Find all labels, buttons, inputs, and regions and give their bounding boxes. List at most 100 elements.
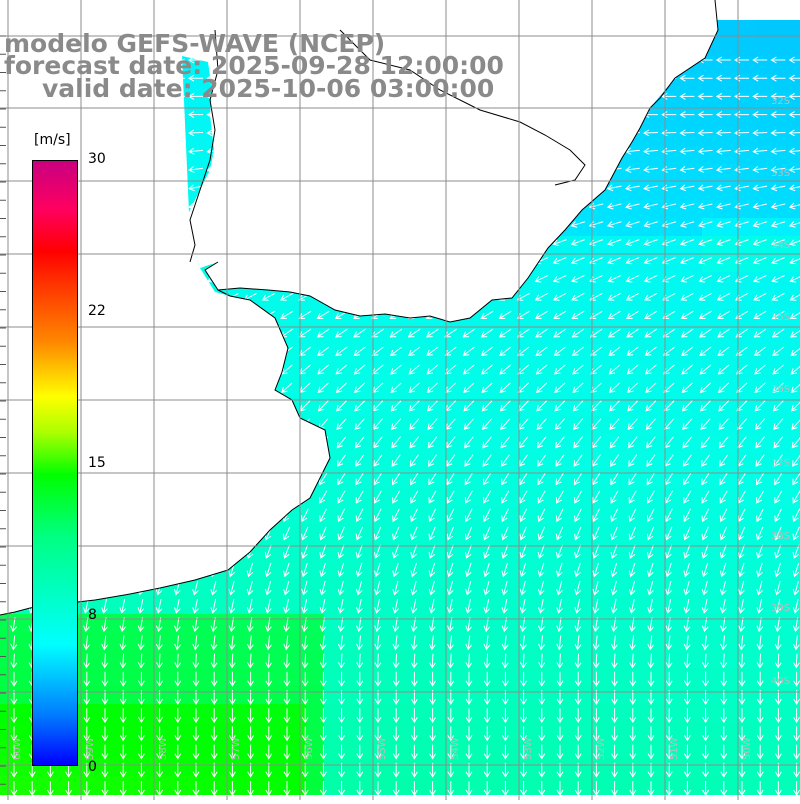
- wind-speed-cell: [180, 740, 199, 759]
- wind-speed-cell: [486, 560, 505, 579]
- wind-arrow: [338, 708, 346, 724]
- wind-speed-cell: [162, 722, 181, 741]
- wind-arrow: [188, 129, 204, 137]
- wind-speed-cell: [720, 398, 739, 417]
- wind-arrow: [752, 111, 768, 119]
- wind-arrow: [608, 364, 621, 375]
- wind-speed-cell: [360, 506, 379, 525]
- wind-arrow: [609, 436, 620, 449]
- wind-speed-cell: [432, 686, 451, 705]
- wind-speed-cell: [342, 542, 361, 561]
- wind-arrow: [592, 726, 600, 742]
- wind-speed-cell: [162, 650, 181, 669]
- wind-arrow: [192, 708, 200, 724]
- wind-arrow: [716, 274, 731, 283]
- wind-speed-cell: [756, 74, 775, 93]
- wind-speed-cell: [720, 38, 739, 57]
- wind-speed-cell: [450, 614, 469, 633]
- wind-speed-cell: [756, 56, 775, 75]
- colorbar-tick-label: 15: [88, 455, 106, 471]
- wind-arrow: [645, 382, 657, 394]
- wind-arrow: [483, 726, 491, 742]
- wind-arrow: [699, 364, 712, 375]
- wind-speed-cell: [306, 344, 325, 363]
- wind-arrow: [738, 744, 746, 760]
- wind-arrow: [789, 294, 800, 301]
- wind-arrow: [752, 239, 767, 246]
- wind-speed-cell: [468, 506, 487, 525]
- wind-arrow: [720, 744, 728, 760]
- wind-speed-cell: [702, 182, 721, 201]
- wind-speed-cell: [468, 470, 487, 489]
- wind-arrow: [265, 617, 272, 633]
- land-mask: [0, 0, 718, 615]
- wind-arrow: [517, 382, 530, 394]
- wind-speed-cell: [792, 20, 800, 39]
- latitude-label: 35S: [771, 312, 791, 323]
- valid-date: valid date: 2025-10-06 03:00:00: [42, 74, 495, 103]
- longitude-label: 54W: [450, 737, 461, 760]
- wind-arrow: [697, 74, 713, 82]
- wind-arrow: [427, 454, 438, 467]
- wind-arrow: [137, 726, 145, 742]
- wind-arrow: [500, 454, 510, 467]
- wind-speed-cell: [558, 776, 577, 795]
- wind-speed-cell: [90, 740, 109, 759]
- wind-speed-cell: [756, 272, 775, 291]
- wind-arrow: [355, 526, 364, 541]
- wind-speed-cell: [540, 614, 559, 633]
- wind-arrow: [392, 671, 400, 687]
- wind-arrow: [738, 599, 745, 614]
- wind-speed-cell: [612, 272, 631, 291]
- wind-arrow: [756, 526, 764, 541]
- wind-speed-cell: [378, 326, 397, 345]
- wind-speed-cell: [414, 758, 433, 777]
- wind-arrow: [679, 147, 695, 155]
- wind-speed-cell: [612, 236, 631, 255]
- wind-speed-cell: [432, 668, 451, 687]
- wind-speed-cell: [702, 650, 721, 669]
- wind-arrow: [592, 635, 600, 651]
- wind-arrow: [628, 562, 636, 578]
- wind-arrow: [645, 400, 657, 412]
- wind-arrow: [83, 635, 90, 651]
- wind-speed-cell: [702, 344, 721, 363]
- wind-speed-cell: [738, 398, 757, 417]
- wind-speed-cell: [450, 416, 469, 435]
- wind-speed-cell: [468, 542, 487, 561]
- wind-speed-cell: [702, 506, 721, 525]
- wind-speed-cell: [324, 704, 343, 723]
- wind-arrow: [463, 382, 475, 394]
- wind-speed-cell: [252, 560, 271, 579]
- wind-speed-cell: [774, 110, 793, 129]
- wind-arrow: [501, 708, 509, 724]
- wind-arrow: [719, 472, 728, 486]
- wind-speed-cell: [576, 560, 595, 579]
- wind-speed-cell: [378, 668, 397, 687]
- wind-speed-cell: [522, 542, 541, 561]
- wind-speed-cell: [774, 416, 793, 435]
- wind-arrow: [680, 274, 694, 283]
- wind-arrow: [355, 490, 364, 504]
- wind-speed-cell: [738, 704, 757, 723]
- wind-arrow: [408, 346, 421, 357]
- wind-arrow: [772, 364, 785, 375]
- wind-arrow: [697, 202, 713, 210]
- colorbar-tick-label: 30: [88, 151, 106, 167]
- wind-speed-cell: [612, 182, 631, 201]
- wind-arrow: [228, 744, 236, 760]
- wind-arrow: [429, 781, 437, 796]
- wind-speed-cell: [702, 326, 721, 345]
- wind-arrow: [553, 364, 566, 375]
- wind-speed-cell: [738, 110, 757, 129]
- wind-arrow: [773, 418, 784, 431]
- wind-speed-cell: [756, 362, 775, 381]
- wind-speed-cell: [612, 200, 631, 219]
- wind-speed-cell: [396, 650, 415, 669]
- wind-arrow: [643, 147, 659, 155]
- wind-speed-cell: [720, 218, 739, 237]
- wind-arrow: [392, 526, 400, 541]
- wind-arrow: [682, 418, 693, 431]
- wind-arrow: [555, 508, 564, 523]
- wind-arrow: [246, 635, 254, 651]
